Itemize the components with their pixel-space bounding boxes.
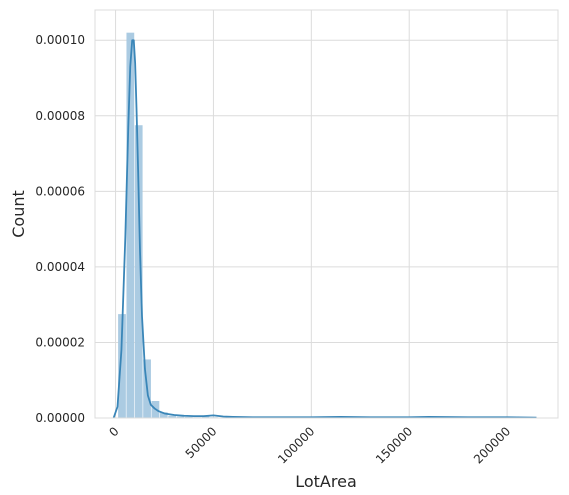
- x-tick-label-3: 150000: [373, 424, 415, 466]
- histogram-bar-0: [118, 314, 126, 418]
- x-tick-labels: 0 50000 100000 150000 200000: [106, 424, 513, 466]
- histogram-bar-10: [201, 416, 210, 418]
- y-tick-label-5: 0.00010: [35, 33, 85, 47]
- histogram-bar-5: [159, 412, 168, 418]
- x-tick-label-4: 200000: [471, 424, 513, 466]
- y-tick-labels: 0.00000 0.00002 0.00004 0.00006 0.00008 0.000…: [35, 33, 85, 425]
- grid-layer: [95, 10, 558, 419]
- histogram-bar-6: [168, 415, 177, 418]
- histogram-bar-1: [126, 32, 135, 419]
- histogram-bar-7: [176, 416, 185, 418]
- y-tick-label-3: 0.00006: [35, 184, 85, 198]
- y-axis-label: Count: [9, 190, 28, 238]
- y-tick-label-0: 0.00000: [35, 411, 85, 425]
- histogram-bar-8: [184, 416, 193, 418]
- x-tick-label-1: 50000: [183, 424, 220, 461]
- y-tick-label-2: 0.00004: [35, 260, 85, 274]
- x-tick-label-0: 0: [106, 424, 121, 439]
- kde-curve: [112, 39, 537, 419]
- kde-layer: [112, 39, 537, 419]
- x-axis-label: LotArea: [295, 472, 357, 491]
- y-tick-label-1: 0.00002: [35, 335, 85, 349]
- plot-frame: [94, 9, 559, 419]
- histogram-bar-2: [134, 125, 143, 418]
- x-tick-label-2: 100000: [275, 424, 317, 466]
- y-tick-label-4: 0.00008: [35, 109, 85, 123]
- plot-background: [95, 10, 558, 418]
